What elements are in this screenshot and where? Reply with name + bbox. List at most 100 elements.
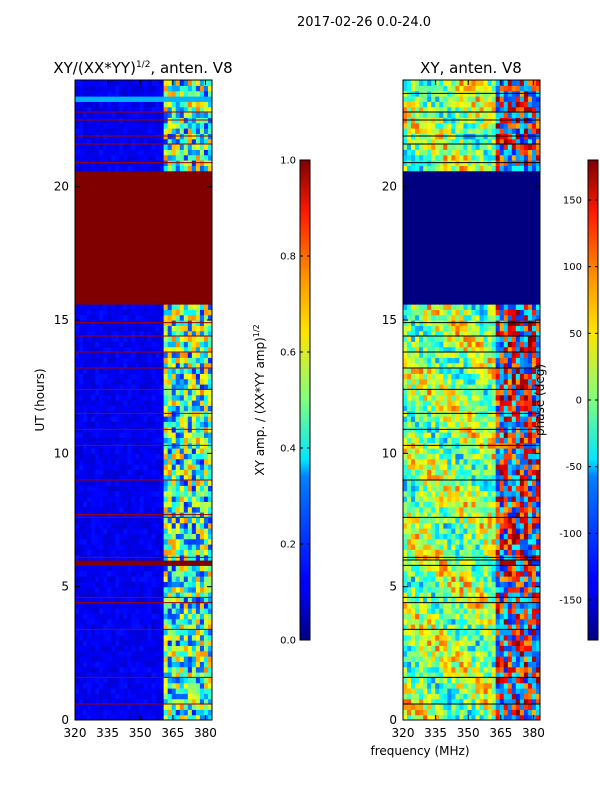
heatmap-cell	[115, 661, 120, 668]
heatmap-cell	[111, 469, 116, 476]
heatmap-cell	[203, 613, 209, 620]
heatmap-cell	[115, 346, 120, 353]
heatmap-cell	[87, 714, 92, 720]
heatmap-cell	[503, 650, 509, 657]
heatmap-cell	[127, 208, 133, 214]
heatmap-cell	[119, 608, 124, 614]
heatmap-cell	[127, 309, 133, 316]
heatmap-cell	[99, 693, 104, 700]
heatmap-cell	[107, 565, 112, 572]
heatmap-cell	[179, 229, 185, 236]
heatmap-cell	[167, 149, 173, 156]
heatmap-cell	[531, 629, 537, 636]
heatmap-cell	[479, 629, 485, 636]
heatmap-cell	[159, 229, 165, 236]
heatmap-cell	[147, 549, 153, 556]
heatmap-cell	[95, 341, 100, 348]
heatmap-cell	[83, 618, 88, 625]
heatmap-cell	[475, 709, 481, 716]
heatmap-cell	[119, 170, 124, 177]
heatmap-cell	[143, 464, 149, 470]
heatmap-cell	[139, 101, 145, 108]
heatmap-cell	[159, 314, 165, 321]
heatmap-cell	[123, 128, 128, 134]
heatmap-cell	[151, 480, 157, 486]
heatmap-cell	[107, 640, 112, 646]
heatmap-cell	[155, 448, 161, 454]
heatmap-cell	[159, 586, 165, 593]
heatmap-cell	[511, 661, 517, 668]
heatmap-cell	[191, 645, 197, 652]
heatmap-cell	[75, 656, 80, 662]
heatmap-cell	[111, 544, 116, 550]
heatmap-cell	[159, 208, 165, 214]
heatmap-cell	[83, 368, 88, 374]
heatmap-cell	[463, 661, 469, 668]
heatmap-cell	[203, 485, 209, 492]
heatmap-cell	[199, 341, 205, 348]
heatmap-cell	[87, 677, 92, 684]
heatmap-cell	[135, 576, 141, 582]
heatmap-cell	[491, 602, 497, 609]
heatmap-cell	[131, 570, 137, 577]
heatmap-cell	[99, 560, 104, 566]
heatmap-cell	[111, 192, 116, 198]
heatmap-cell	[163, 458, 169, 465]
heatmap-cell	[419, 688, 424, 694]
heatmap-cell	[407, 602, 412, 609]
heatmap-cell	[87, 186, 92, 193]
heatmap-cell	[199, 693, 205, 700]
heatmap-cell	[183, 618, 189, 625]
heatmap-cell	[167, 266, 173, 273]
heatmap-cell	[135, 256, 141, 262]
heatmap-cell	[87, 709, 92, 716]
heatmap-cell	[467, 624, 473, 630]
heatmap-cell	[143, 362, 149, 369]
heatmap-cell	[459, 709, 465, 716]
heatmap-cell	[127, 192, 133, 198]
heatmap-cell	[163, 304, 169, 310]
heatmap-cell	[103, 421, 108, 428]
heatmap-cell	[187, 464, 193, 470]
heatmap-cell	[463, 634, 469, 641]
heatmap-cell	[131, 544, 137, 550]
heatmap-cell	[187, 640, 193, 646]
heatmap-cell	[199, 261, 205, 268]
heatmap-cell	[127, 101, 133, 108]
heatmap-cell	[147, 469, 153, 476]
heatmap-cell	[171, 250, 177, 257]
heatmap-cell	[119, 490, 124, 497]
heatmap-cell	[99, 138, 104, 145]
heatmap-cell	[415, 672, 420, 678]
heatmap-cell	[171, 709, 177, 716]
heatmap-cell	[171, 501, 177, 508]
heatmap-cell	[75, 682, 80, 689]
heatmap-cell	[151, 421, 157, 428]
heatmap-cell	[207, 218, 212, 225]
heatmap-cell	[103, 197, 108, 204]
heatmap-cell	[163, 394, 169, 401]
heatmap-cell	[79, 437, 84, 444]
heatmap-cell	[159, 560, 165, 566]
heatmap-cell	[119, 144, 124, 150]
heatmap-cell	[183, 496, 189, 502]
heatmap-cell	[179, 378, 185, 385]
heatmap-cell	[435, 613, 440, 620]
heatmap-cell	[167, 437, 173, 444]
heatmap-cell	[143, 192, 149, 198]
heatmap-cell	[143, 474, 149, 481]
heatmap-cell	[119, 213, 124, 220]
heatmap-cell	[147, 352, 153, 358]
heatmap-cell	[95, 181, 100, 188]
heatmap-cell	[199, 389, 205, 396]
heatmap-cell	[203, 325, 209, 332]
heatmap-cell	[147, 304, 153, 310]
heatmap-cell	[183, 661, 189, 668]
heatmap-cell	[447, 650, 452, 657]
heatmap-cell	[91, 421, 96, 428]
heatmap-cell	[111, 565, 116, 572]
heatmap-cell	[163, 522, 169, 529]
heatmap-cell	[99, 602, 104, 609]
heatmap-cell	[79, 202, 84, 209]
heatmap-cell	[163, 128, 169, 134]
